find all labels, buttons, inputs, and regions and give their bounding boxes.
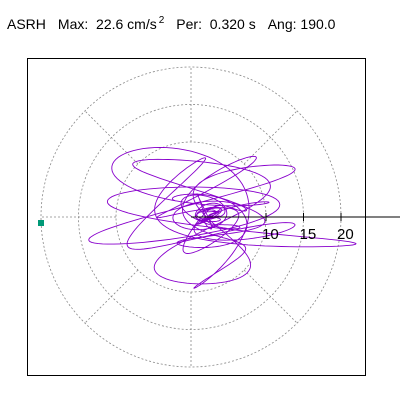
max-unit: cm/s [127,16,157,32]
angle-label: Ang: [267,16,297,32]
grid-spoke-135 [84,110,139,165]
radial-tick-label-20: 20 [337,226,354,243]
period-value: 0.320 s [209,16,256,32]
max-unit-exponent: 2 [158,15,165,26]
max-label: Max: [57,16,89,32]
grid-spoke-315 [243,269,298,324]
radial-tick-label-10: 10 [262,226,279,243]
station-code: ASRH [7,16,46,32]
radial-tick-label-15: 15 [300,226,317,243]
chart-header: ASRH Max: 22.6 cm/s 2 Per: 0.320 s Ang: 190.… [7,15,336,32]
particle-motion-trace [88,147,357,289]
grid-spoke-225 [84,269,139,324]
start-marker [38,220,44,226]
angle-value: 190.0 [300,16,336,32]
period-label: Per: [176,16,202,32]
max-value: 22.6 [96,16,124,32]
grid-spoke-45 [243,110,298,165]
